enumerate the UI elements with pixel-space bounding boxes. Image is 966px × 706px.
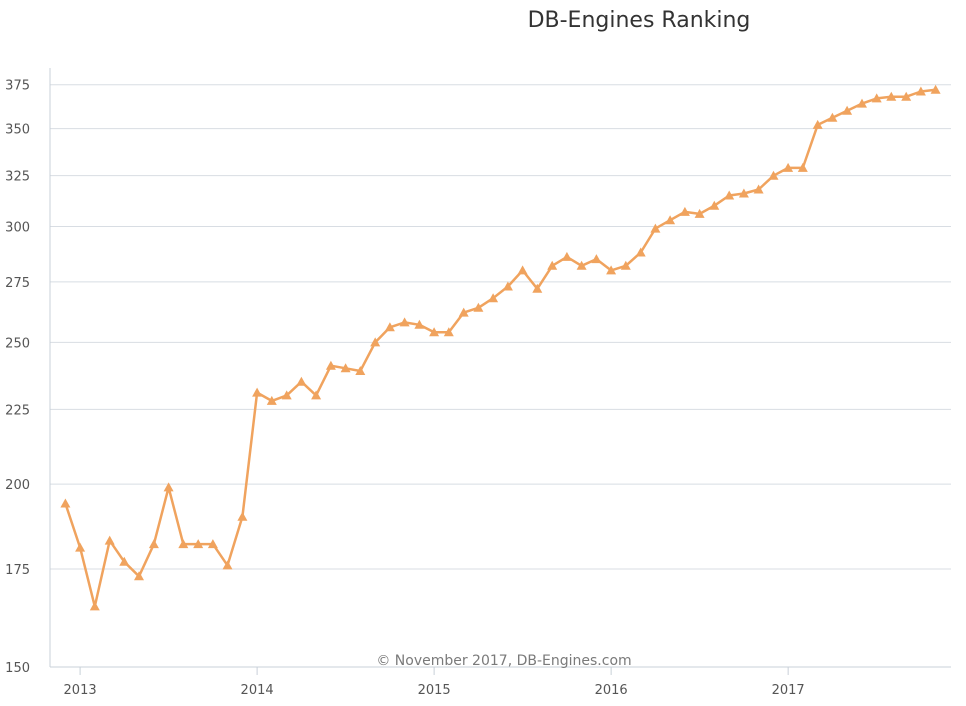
data-point-marker <box>384 322 395 332</box>
x-axis-ticks: 2013 2014 2015 2016 2017 <box>64 667 805 698</box>
data-point-marker <box>532 283 543 293</box>
data-point-marker <box>547 260 558 270</box>
data-point-marker <box>325 360 336 370</box>
y-tick-label: 375 <box>5 79 30 94</box>
data-point-marker <box>119 556 130 566</box>
data-point-marker <box>857 98 867 108</box>
data-point-marker <box>281 390 292 400</box>
data-point-marker <box>709 200 720 210</box>
data-point-marker <box>665 215 676 225</box>
y-tick-label: 300 <box>5 221 30 236</box>
y-tick-label: 350 <box>5 123 30 138</box>
data-point-marker <box>252 387 263 397</box>
data-point-marker <box>606 265 617 275</box>
y-axis-ticks: 150 175 200 225 250 275 300 325 350 375 <box>5 79 30 676</box>
data-markers <box>60 84 941 611</box>
data-point-marker <box>871 93 882 103</box>
data-point-marker <box>311 390 322 400</box>
data-point-marker <box>842 105 853 115</box>
data-point-marker <box>458 307 469 317</box>
data-point-marker <box>237 511 248 521</box>
data-point-marker <box>134 571 144 581</box>
data-point-marker <box>561 251 572 261</box>
data-point-marker <box>89 601 100 611</box>
data-point-marker <box>797 162 808 172</box>
x-tick-label: 2014 <box>241 683 274 698</box>
data-point-marker <box>207 539 218 549</box>
data-point-marker <box>443 327 454 337</box>
data-point-marker <box>768 170 779 180</box>
data-point-marker <box>783 162 794 172</box>
data-point-marker <box>591 254 602 264</box>
data-point-marker <box>886 91 897 101</box>
data-point-marker <box>576 260 587 270</box>
x-tick-label: 2015 <box>418 683 451 698</box>
data-point-marker <box>399 317 410 327</box>
data-point-marker <box>915 86 926 96</box>
data-point-marker <box>148 539 159 549</box>
data-point-marker <box>75 542 86 552</box>
data-point-marker <box>679 206 690 216</box>
y-tick-label: 250 <box>5 336 30 351</box>
x-tick-label: 2017 <box>772 683 805 698</box>
data-point-marker <box>753 184 764 194</box>
x-tick-label: 2016 <box>595 683 628 698</box>
data-point-marker <box>812 119 823 129</box>
data-point-marker <box>738 188 749 198</box>
data-point-marker <box>650 223 661 233</box>
data-point-marker <box>163 482 174 492</box>
data-point-marker <box>635 247 646 257</box>
data-point-marker <box>488 293 499 303</box>
data-point-marker <box>724 190 735 200</box>
chart-title: DB-Engines Ranking <box>528 8 751 33</box>
data-point-marker <box>930 84 941 94</box>
data-point-marker <box>901 91 912 101</box>
data-point-marker <box>517 265 528 275</box>
data-point-marker <box>694 208 705 218</box>
data-point-marker <box>296 376 307 386</box>
data-point-marker <box>178 539 189 549</box>
y-tick-label: 200 <box>5 478 30 493</box>
data-point-marker <box>429 327 440 337</box>
data-point-marker <box>355 366 366 375</box>
y-tick-label: 150 <box>5 661 30 676</box>
y-tick-label: 225 <box>5 403 30 418</box>
data-point-marker <box>60 498 71 508</box>
data-point-marker <box>222 560 233 570</box>
chart-credit: © November 2017, DB-Engines.com <box>376 653 631 669</box>
data-point-marker <box>340 363 351 373</box>
y-tick-label: 275 <box>5 276 30 291</box>
data-point-marker <box>827 112 838 122</box>
gridlines <box>50 84 951 570</box>
data-point-marker <box>104 535 115 545</box>
data-point-marker <box>620 260 631 270</box>
data-point-marker <box>193 539 204 549</box>
y-tick-label: 325 <box>5 170 30 185</box>
data-point-marker <box>473 302 484 312</box>
data-point-marker <box>370 337 381 347</box>
x-tick-label: 2013 <box>64 683 97 698</box>
data-point-marker <box>502 281 513 291</box>
y-tick-label: 175 <box>5 563 30 578</box>
data-point-marker <box>414 319 425 329</box>
data-point-marker <box>266 395 277 405</box>
